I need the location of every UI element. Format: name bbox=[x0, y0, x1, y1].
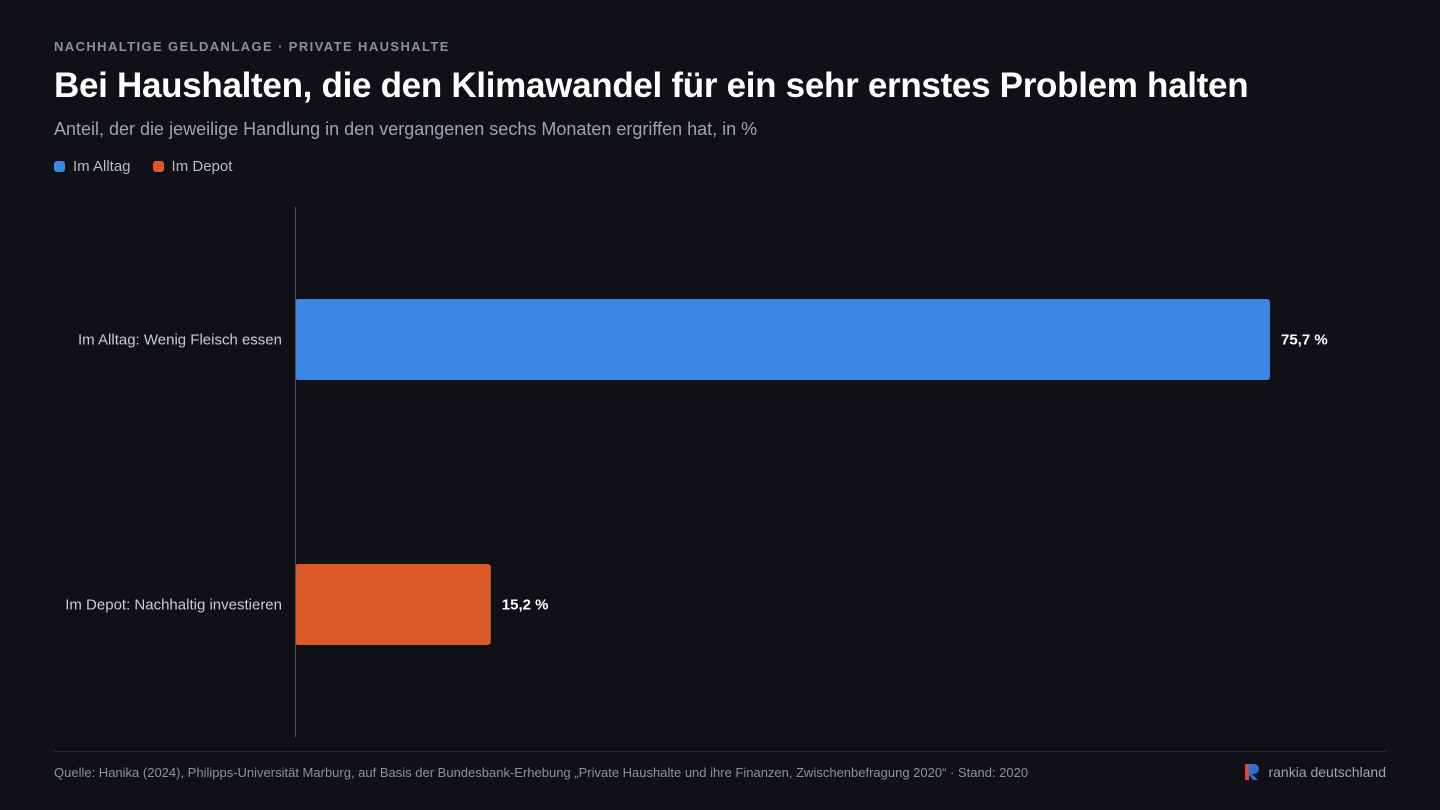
category-label-1: Im Depot: Nachhaltig investieren bbox=[65, 597, 282, 614]
legend: Im Alltag Im Depot bbox=[54, 158, 232, 175]
legend-item-alltag: Im Alltag bbox=[54, 158, 131, 175]
bar-1 bbox=[295, 564, 491, 645]
rankia-logo-icon bbox=[1245, 764, 1260, 780]
legend-item-depot: Im Depot bbox=[152, 158, 233, 175]
legend-label-alltag: Im Alltag bbox=[73, 158, 131, 175]
chart-title: Bei Haushalten, die den Klimawandel für … bbox=[54, 66, 1249, 105]
brand: rankia deutschland bbox=[1244, 763, 1386, 781]
source-note: Quelle: Hanika (2024), Philipps-Universi… bbox=[54, 765, 1029, 780]
legend-swatch-alltag bbox=[54, 161, 65, 172]
value-label-0: 75,7 % bbox=[1281, 332, 1328, 349]
bar-0 bbox=[295, 299, 1270, 380]
chart-subtitle: Anteil, der die jeweilige Handlung in de… bbox=[54, 119, 758, 139]
category-label-0: Im Alltag: Wenig Fleisch essen bbox=[78, 332, 282, 349]
kicker: NACHHALTIGE GELDANLAGE · PRIVATE HAUSHAL… bbox=[54, 39, 450, 54]
brand-name: rankia deutschland bbox=[1268, 764, 1386, 780]
footer-divider bbox=[54, 751, 1386, 752]
legend-swatch-depot bbox=[152, 161, 164, 172]
legend-label-depot: Im Depot bbox=[171, 158, 233, 175]
value-label-1: 15,2 % bbox=[502, 597, 549, 614]
